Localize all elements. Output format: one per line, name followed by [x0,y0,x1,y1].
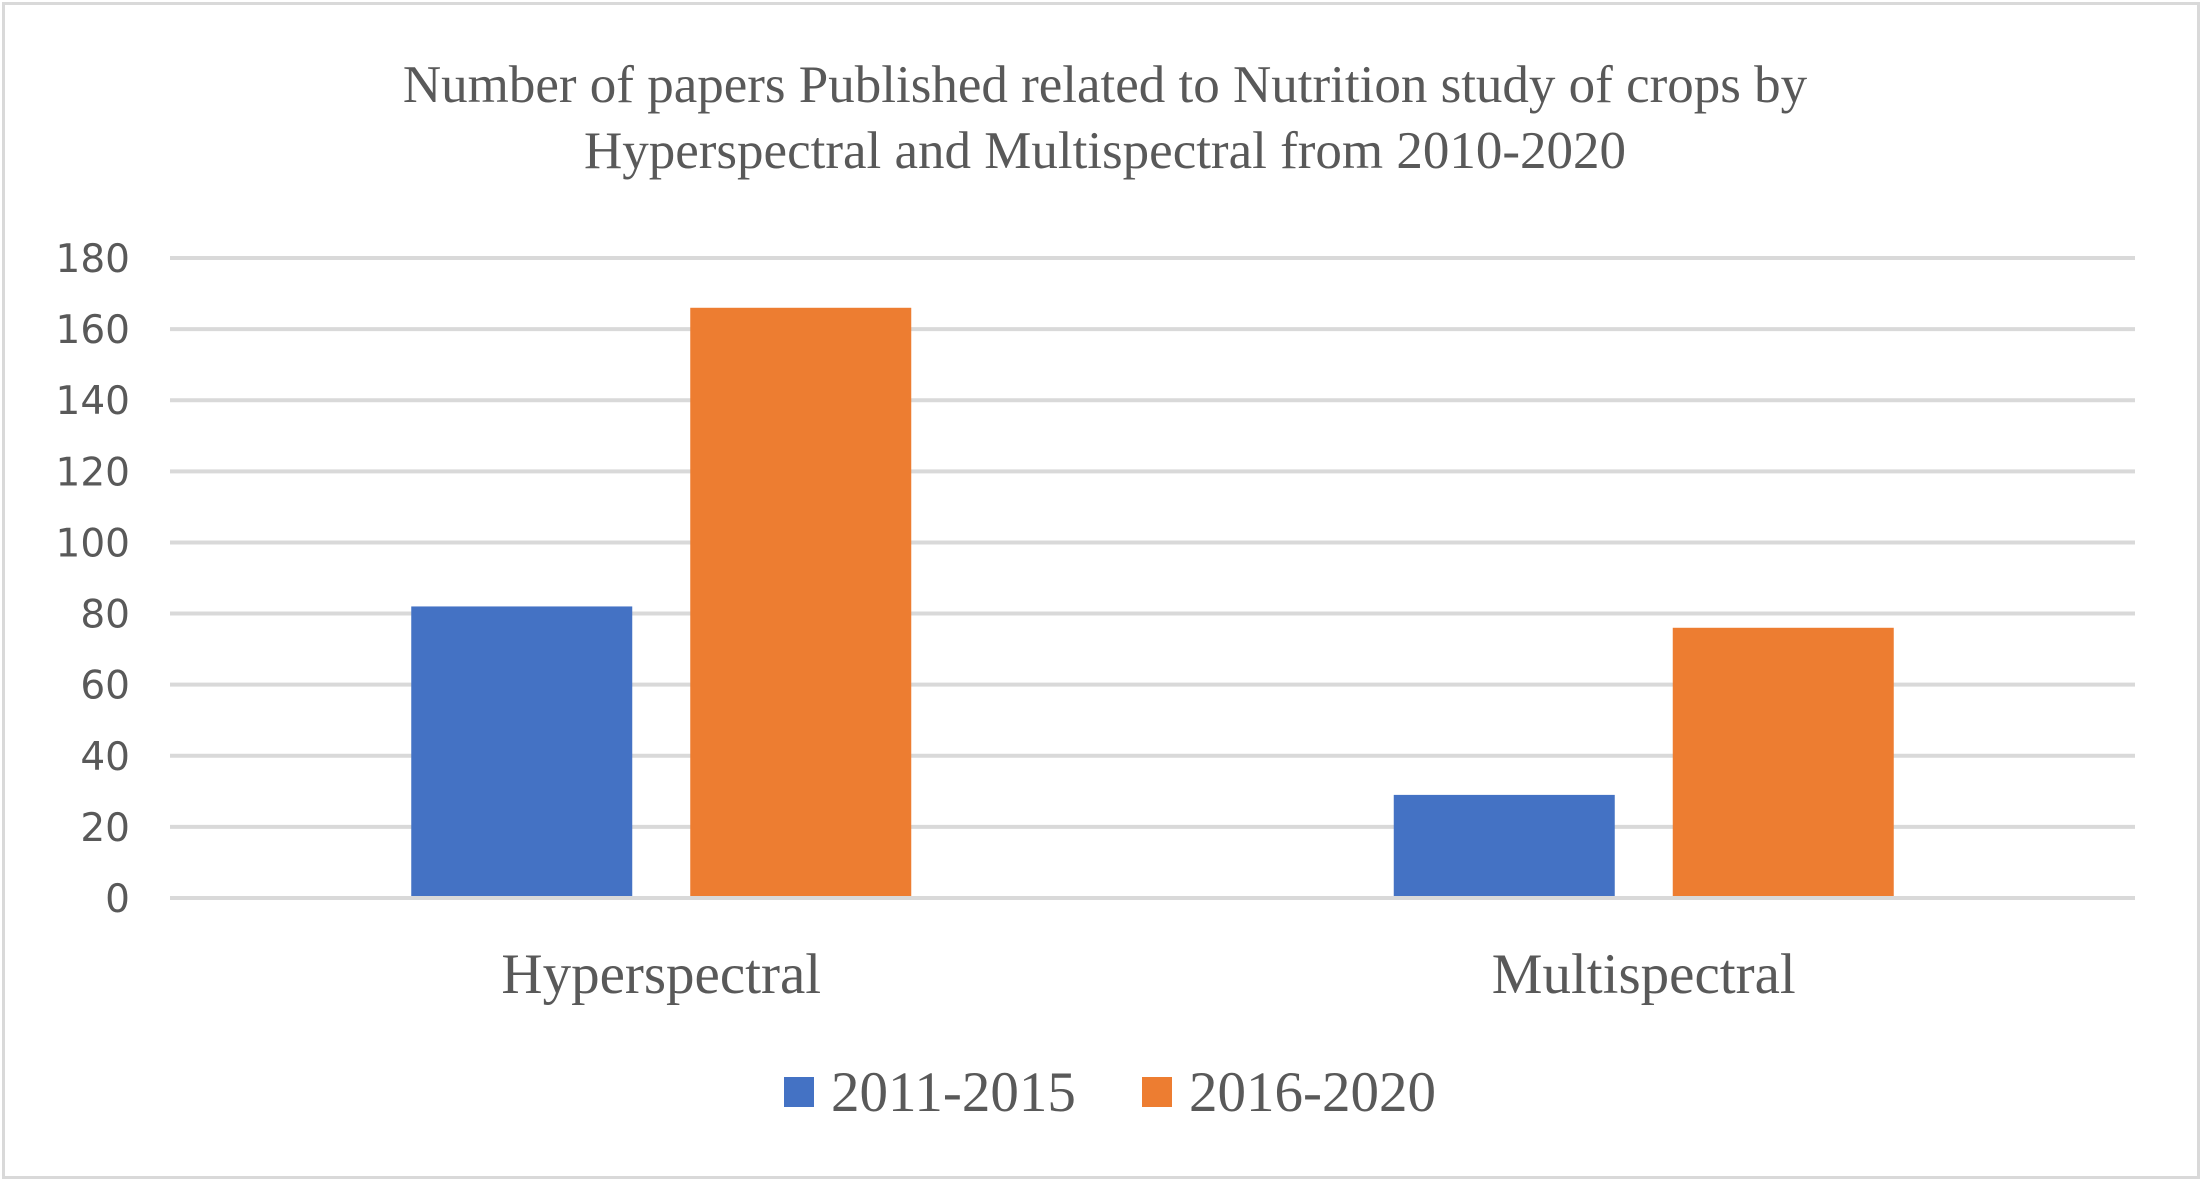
y-tick-label: 0 [105,877,130,922]
bar-multispectral-2016-2020 [1672,627,1894,896]
legend-swatch-2016-2020 [1142,1077,1172,1107]
y-tick-label: 120 [56,450,130,495]
chart-title-line-2: Hyperspectral and Multispectral from 201… [584,122,1626,180]
legend-swatch-2011-2015 [784,1077,814,1107]
y-tick-label: 140 [56,379,130,424]
bars [411,307,1894,896]
bar-hyperspectral-2011-2015 [411,606,633,896]
y-tick-label: 20 [80,806,130,851]
x-axis-category-labels: Hyperspectral Multispectral [501,943,1795,1006]
chart-title: Number of papers Published related to Nu… [403,56,1808,180]
chart-title-line-1: Number of papers Published related to Nu… [403,56,1808,114]
category-label-hyperspectral: Hyperspectral [501,943,821,1006]
y-tick-label: 100 [56,521,130,566]
legend: 2011-2015 2016-2020 [784,1061,1436,1124]
category-label-multispectral: Multispectral [1492,943,1796,1006]
bar-chart: Number of papers Published related to Nu… [56,56,2135,1124]
y-tick-label: 160 [56,308,130,353]
legend-label-2016-2020: 2016-2020 [1189,1061,1436,1124]
y-tick-label: 80 [80,593,130,638]
legend-label-2011-2015: 2011-2015 [831,1061,1076,1124]
y-tick-label: 60 [80,664,130,709]
y-tick-label: 180 [56,237,130,282]
y-tick-label: 40 [80,735,130,780]
y-axis-tick-labels: 0 20 40 60 80 100 120 140 160 180 [56,237,130,922]
bar-multispectral-2011-2015 [1393,794,1615,896]
bar-hyperspectral-2016-2020 [690,307,912,896]
